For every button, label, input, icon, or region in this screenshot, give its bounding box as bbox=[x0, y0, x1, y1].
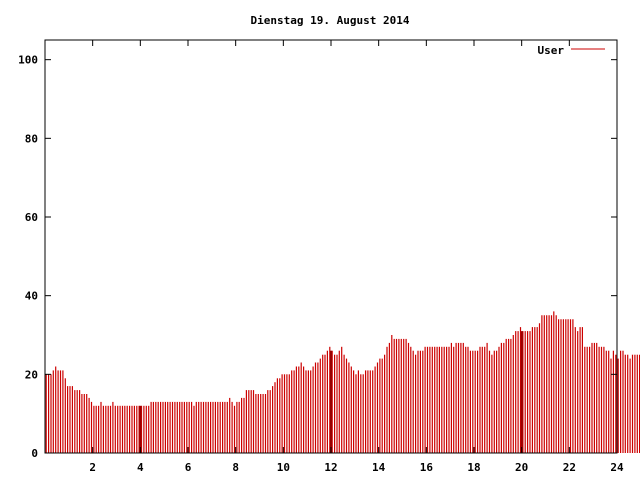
y-tick-label: 80 bbox=[25, 132, 38, 145]
y-tick-label: 40 bbox=[25, 290, 38, 303]
x-tick-label: 20 bbox=[515, 461, 528, 474]
x-tick-label: 8 bbox=[232, 461, 239, 474]
y-axis-ticks: 0 20 40 60 80 100 bbox=[18, 54, 617, 460]
x-tick-label: 12 bbox=[324, 461, 337, 474]
x-tick-label: 4 bbox=[137, 461, 144, 474]
y-tick-label: 60 bbox=[25, 211, 38, 224]
x-tick-label: 24 bbox=[610, 461, 624, 474]
x-tick-label: 2 bbox=[89, 461, 96, 474]
x-tick-label: 6 bbox=[185, 461, 192, 474]
x-tick-label: 10 bbox=[277, 461, 290, 474]
y-tick-label: 100 bbox=[18, 54, 38, 67]
x-tick-label: 22 bbox=[563, 461, 576, 474]
legend: User bbox=[538, 44, 605, 57]
x-tick-label: 14 bbox=[372, 461, 386, 474]
y-tick-label: 0 bbox=[31, 447, 38, 460]
chart-title: Dienstag 19. August 2014 bbox=[251, 14, 410, 27]
bar-series-user bbox=[45, 311, 640, 453]
y-tick-label: 20 bbox=[25, 368, 38, 381]
x-tick-label: 16 bbox=[420, 461, 434, 474]
plot-frame bbox=[44, 39, 618, 454]
x-tick-label: 18 bbox=[467, 461, 480, 474]
x-axis-ticks: 2 4 6 8 10 12 14 16 18 20 22 24 bbox=[89, 40, 624, 474]
legend-label-user: User bbox=[538, 44, 565, 57]
